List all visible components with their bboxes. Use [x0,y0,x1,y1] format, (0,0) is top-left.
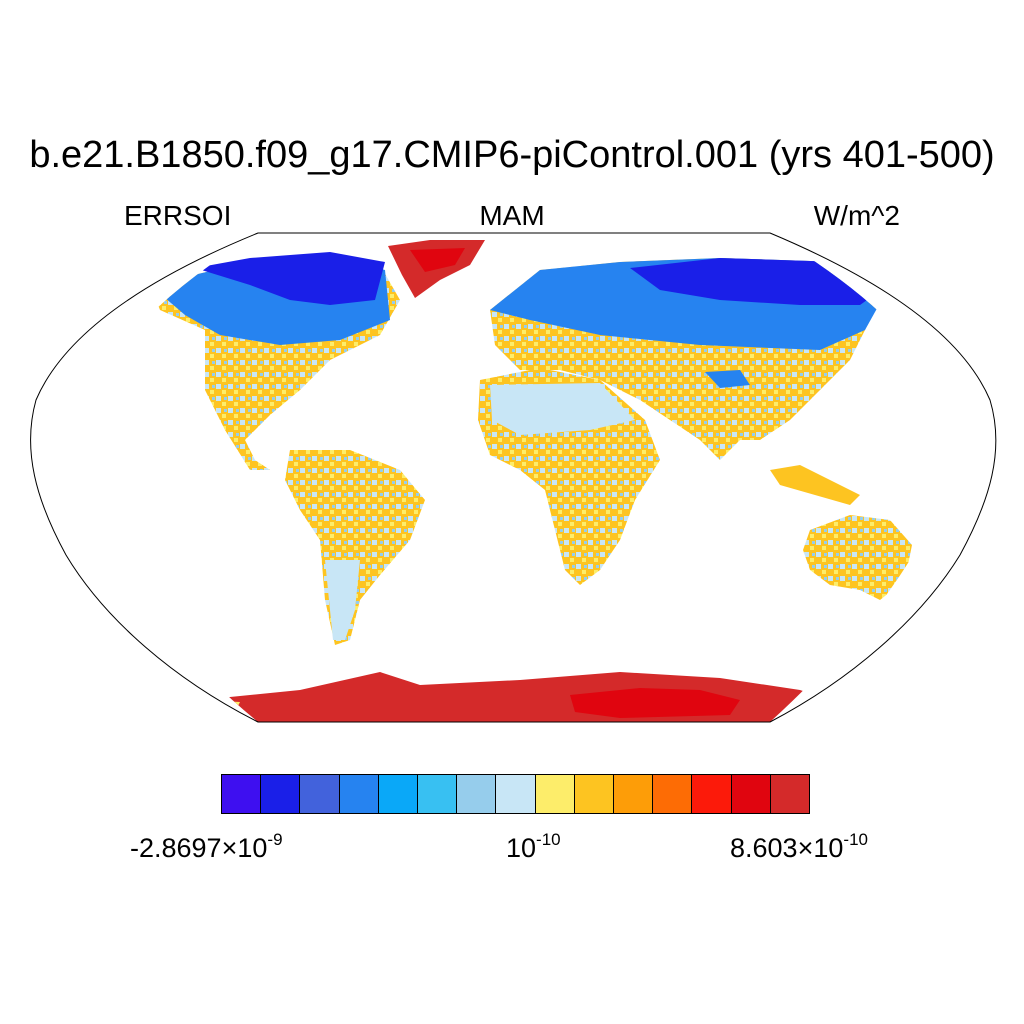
antarctica-core [570,688,740,718]
tibet [705,370,750,388]
colorbar-swatch [653,775,693,813]
south-america [285,450,425,645]
colorbar-swatch [574,775,615,813]
colorbar-swatch [692,775,732,813]
australia [803,515,912,600]
colorbar-swatch [222,775,262,813]
colorbar-swatch [614,775,654,813]
colorbar-swatch [378,775,419,813]
variable-label: ERRSOI [124,200,232,231]
season-label: MAM [479,200,545,231]
antarctica-edge [200,700,240,712]
sahara [490,383,635,435]
colorbar-min-label: -2.8697×10-9 [130,830,283,863]
colorbar-swatch [261,775,301,813]
land-layer [150,240,912,722]
colorbar-swatch [339,775,379,813]
colorbar-swatch [770,775,810,813]
colorbar [221,774,810,814]
patagonia [325,560,360,640]
colorbar-swatch [535,775,575,813]
colorbar-mid-label: 10-10 [506,830,561,863]
figure-title: b.e21.B1850.f09_g17.CMIP6-piControl.001 … [29,134,995,176]
colorbar-swatch [457,775,497,813]
projection-outline [30,232,997,723]
southeast-asia-islands [770,465,860,505]
colorbar-max-label: 8.603×10-10 [730,830,868,863]
colorbar-swatch [300,775,340,813]
colorbar-swatch [496,775,536,813]
units-label: W/m^2 [813,200,900,231]
colorbar-swatch [731,775,771,813]
canada-arctic [195,252,385,305]
colorbar-swatch [418,775,458,813]
greenland-core [410,248,465,272]
siberia [630,258,888,305]
